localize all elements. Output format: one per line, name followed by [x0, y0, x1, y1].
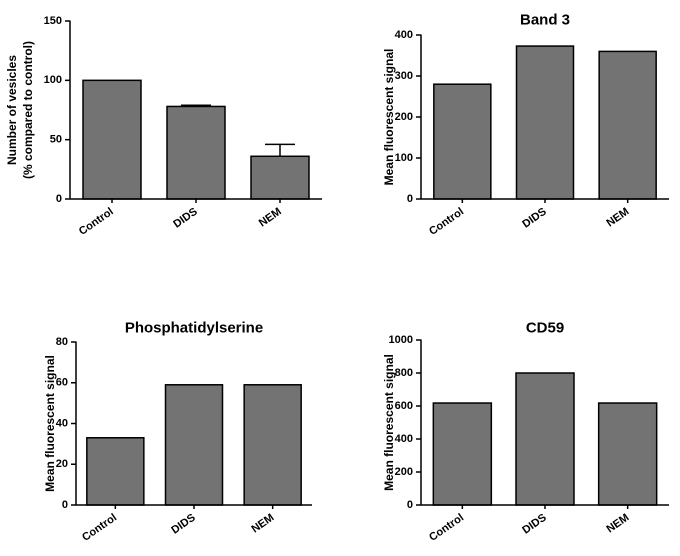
- chart-title: Band 3: [520, 11, 570, 28]
- y-tick-label: 400: [395, 433, 413, 445]
- chart-cd59: CD59 Mean fluorescent signal Control DIDS NE…: [382, 319, 669, 544]
- y-tick-label: 600: [395, 400, 413, 412]
- chart-title: Phosphatidylserine: [125, 319, 263, 336]
- y-tick-label: 40: [56, 417, 68, 429]
- y-tick-label: 800: [395, 367, 413, 379]
- y-tick-label: 100: [44, 74, 62, 86]
- bar-nem: [250, 155, 310, 200]
- y-tick-label: 60: [56, 377, 68, 389]
- bar-control: [86, 437, 145, 506]
- x-tick-label: NEM: [604, 206, 631, 230]
- y-tick-label: 80: [56, 336, 68, 348]
- x-tick-label: Control: [80, 512, 119, 544]
- bar-control: [82, 79, 142, 200]
- bar-nem: [243, 384, 302, 506]
- y-axis-label: (% compared to control): [21, 41, 35, 179]
- x-tick-label: Control: [77, 206, 116, 238]
- bar-dids: [515, 45, 575, 200]
- y-tick-label: 300: [395, 70, 413, 82]
- bar-dids: [166, 105, 226, 200]
- x-tick-label: DIDS: [171, 206, 199, 231]
- y-tick-label: 1000: [389, 334, 413, 346]
- chart-phosphatidylserine: Phosphatidylserine Mean fluorescent signa…: [43, 319, 312, 544]
- chart-vesicles: Number of vesicles (% compared to control…: [5, 15, 322, 238]
- bar-nem: [597, 402, 658, 506]
- y-tick-label: 200: [395, 111, 413, 123]
- bar-nem: [598, 50, 657, 200]
- y-tick-label: 20: [56, 458, 68, 470]
- bar-control: [433, 83, 492, 200]
- x-tick-label: NEM: [257, 206, 284, 230]
- y-tick-label: 0: [407, 193, 413, 205]
- chart-title: CD59: [526, 319, 564, 336]
- x-tick-label: Control: [427, 206, 466, 238]
- y-tick-label: 200: [395, 466, 413, 478]
- y-tick-label: 150: [44, 15, 62, 27]
- y-tick-label: 50: [50, 134, 62, 146]
- x-tick-label: DIDS: [520, 512, 548, 537]
- chart-band3: Band 3 Mean fluorescent signal Control DIDS…: [382, 11, 669, 238]
- y-axis-label: Number of vesicles: [5, 55, 19, 165]
- y-axis-label: Mean fluorescent signal: [43, 355, 57, 492]
- y-tick-label: 0: [62, 499, 68, 511]
- y-axis-label: Mean fluorescent signal: [382, 354, 396, 491]
- y-tick-label: 400: [395, 29, 413, 41]
- y-tick-label: 100: [395, 152, 413, 164]
- bar-dids: [164, 384, 224, 506]
- y-axis-label: Mean fluorescent signal: [382, 49, 396, 186]
- bar-control: [432, 402, 493, 506]
- x-tick-label: NEM: [249, 512, 276, 536]
- x-tick-label: Control: [427, 512, 466, 544]
- x-tick-label: DIDS: [520, 206, 548, 231]
- x-tick-label: NEM: [604, 512, 631, 536]
- bar-dids: [515, 372, 575, 506]
- x-tick-label: DIDS: [169, 512, 197, 537]
- y-tick-label: 0: [407, 499, 413, 511]
- y-tick-label: 0: [56, 193, 62, 205]
